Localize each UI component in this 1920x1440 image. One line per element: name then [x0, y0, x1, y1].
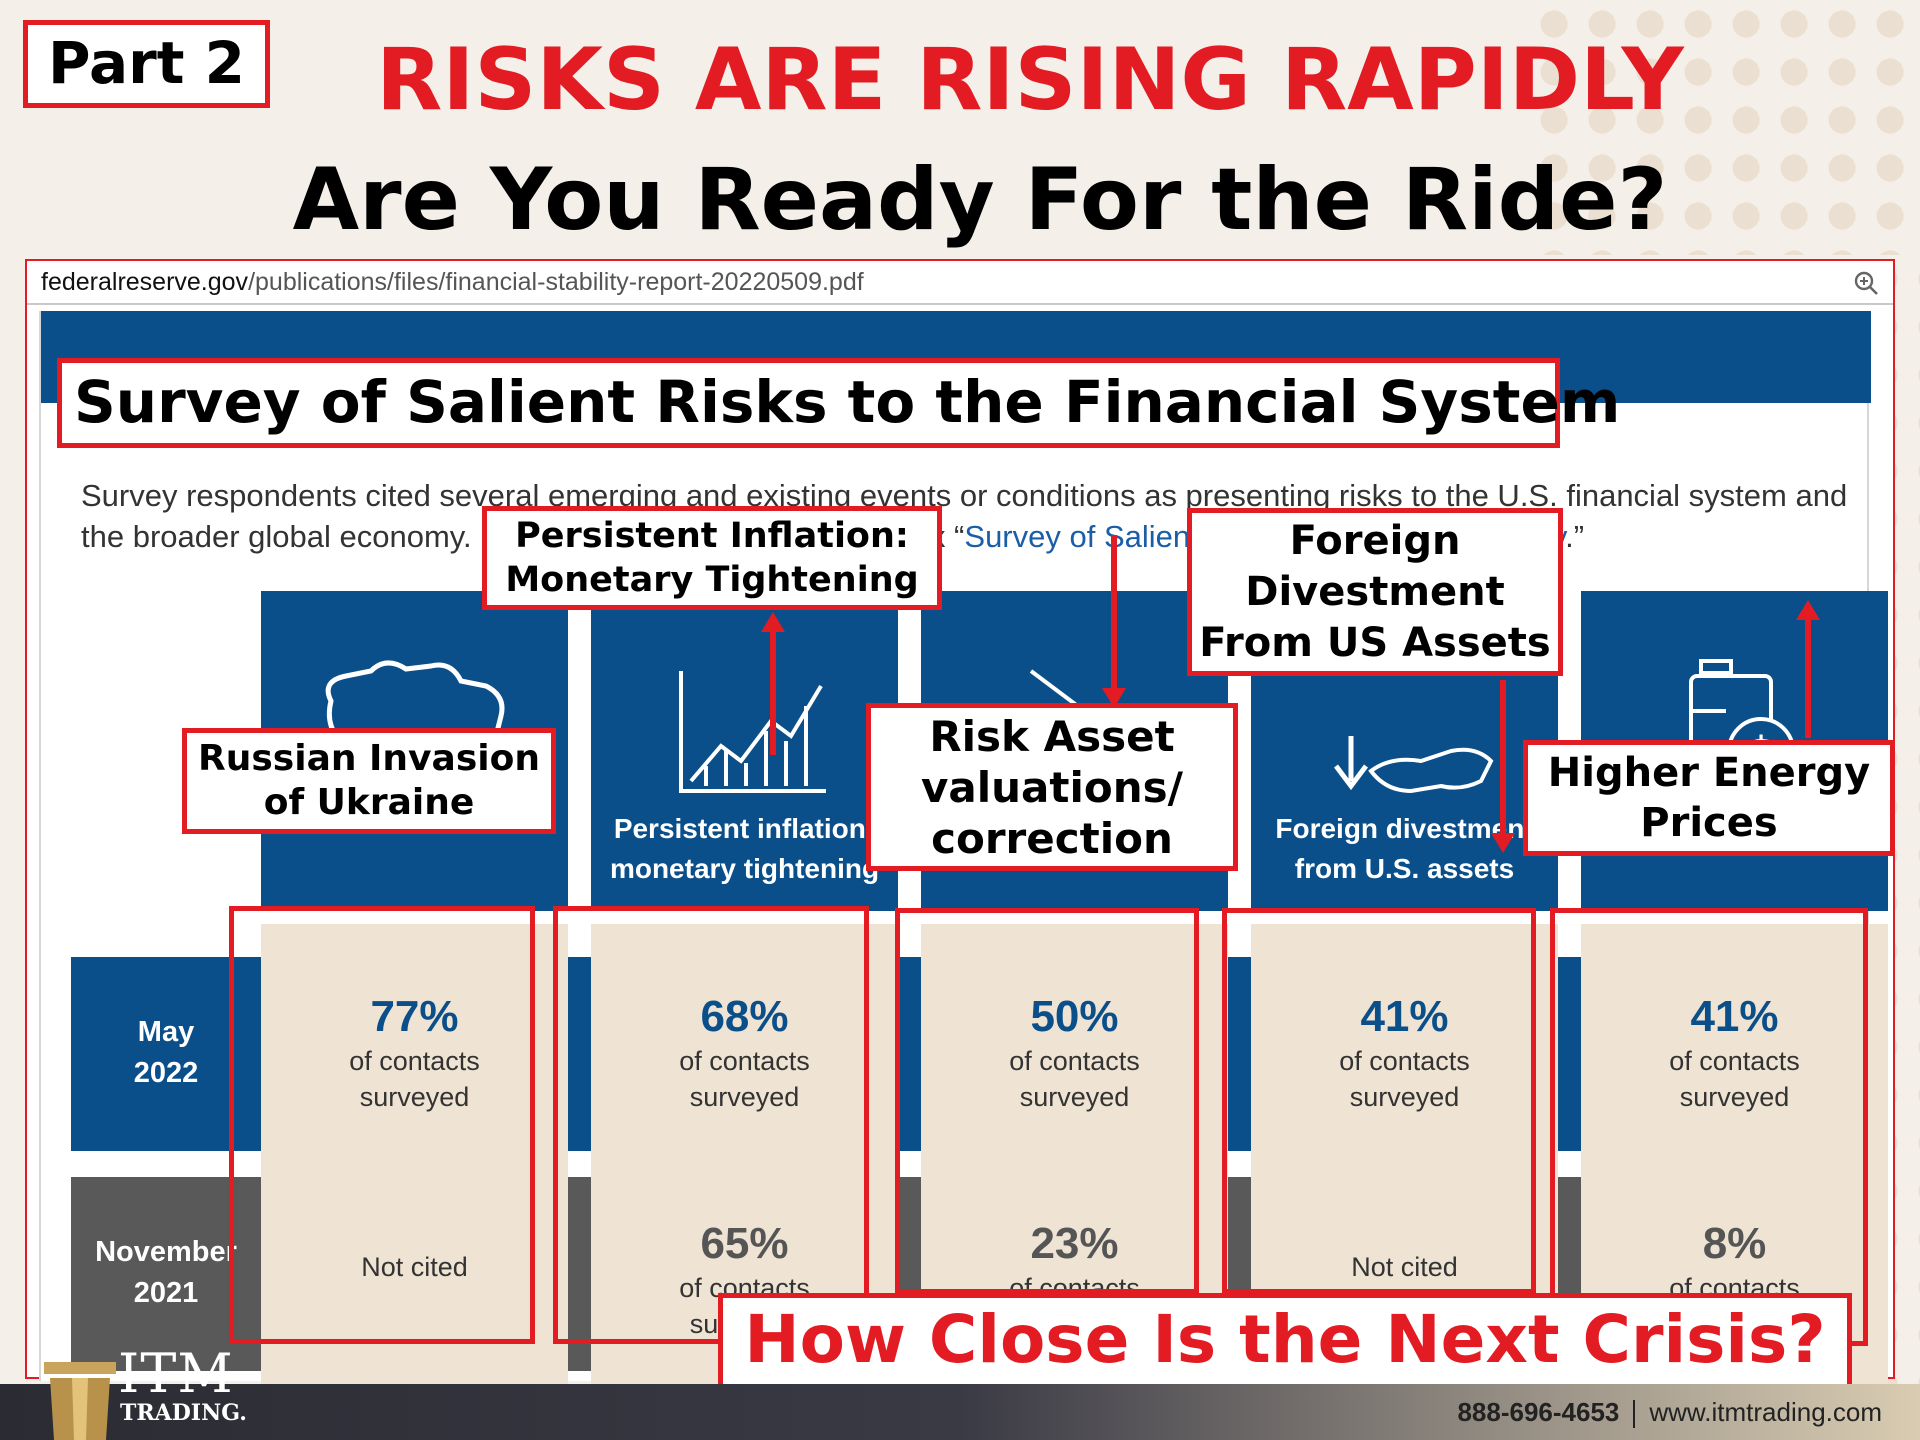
part-label: Part 2: [23, 20, 270, 108]
cell-nov-ukraine: Not cited: [361, 1252, 468, 1282]
logo-subtext: TRADING.: [120, 1400, 247, 1426]
cell-may-risk-assets: 50% of contacts surveyed: [1009, 992, 1140, 1112]
arrow-down-risk-assets: [1102, 535, 1126, 708]
callout-persistent-inflation: Persistent Inflation: Monetary Tightening: [482, 506, 942, 610]
highlight-box-inflation: [553, 906, 869, 1344]
subheadline: Are You Ready For the Ride?: [292, 150, 1668, 250]
footer-bar: [0, 1384, 1920, 1440]
footer-divider: [1633, 1400, 1636, 1429]
callout-russian-invasion: Russian Invasion of Ukraine: [182, 728, 556, 834]
cell-may-foreign: 41% of contacts surveyed: [1339, 992, 1470, 1112]
cell-nov-foreign: Not cited: [1351, 1252, 1458, 1282]
url-bar[interactable]: federalreserve.gov/publications/files/fi…: [27, 261, 1893, 305]
column-label-inflation: Persistent inflation; monetary tightenin…: [609, 813, 880, 884]
cell-may-ukraine: 77% of contacts surveyed: [349, 992, 480, 1112]
logo-wordmark: ITM: [118, 1342, 234, 1405]
pdf-description: Survey respondents cited several emergin…: [81, 478, 1848, 554]
itm-logo-icon: [44, 1362, 116, 1440]
highlight-box-risk-assets: [895, 908, 1199, 1294]
arrow-down-foreign: [1491, 680, 1515, 853]
arrow-up-inflation: [761, 612, 785, 755]
url-path: /publications/files/financial-stability-…: [248, 268, 864, 296]
rising-chart-icon: [679, 671, 826, 793]
callout-foreign-divestment: Foreign Divestment From US Assets: [1187, 508, 1563, 676]
pdf-title: Survey of Salient Risks to the Financial…: [57, 358, 1620, 448]
footer-contact: 888-696-4653 www.itmtrading.com: [1457, 1392, 1882, 1432]
headline: RISKS ARE RISING RAPIDLY: [376, 30, 1684, 130]
highlight-box-ukraine: [229, 906, 535, 1344]
us-map-arrow-icon: [1334, 736, 1494, 794]
highlight-box-foreign: [1222, 908, 1536, 1294]
callout-risk-asset-valuations: Risk Asset valuations/correction: [866, 703, 1238, 871]
url-host: federalreserve.gov: [41, 268, 249, 296]
column-header-inflation: Persistent inflation; monetary tightenin…: [591, 591, 898, 911]
cell-may-inflation: 68% of contacts surveyed: [679, 992, 810, 1112]
arrow-up-energy: [1796, 600, 1820, 738]
website-link[interactable]: www.itmtrading.com: [1649, 1397, 1882, 1427]
phone-number[interactable]: 888-696-4653: [1457, 1397, 1620, 1427]
callout-higher-energy-prices: Higher Energy Prices: [1523, 740, 1895, 856]
column-label-foreign: Foreign divestment from U.S. assets: [1275, 813, 1534, 884]
zoom-icon[interactable]: [1853, 270, 1879, 296]
crisis-banner: How Close Is the Next Crisis?: [718, 1293, 1852, 1389]
column-body-ukraine: [261, 924, 568, 1394]
highlight-box-energy: [1550, 908, 1868, 1346]
decorative-dot-pattern: [1530, 0, 1920, 255]
cell-may-energy: 41% of contacts surveyed: [1669, 992, 1800, 1112]
